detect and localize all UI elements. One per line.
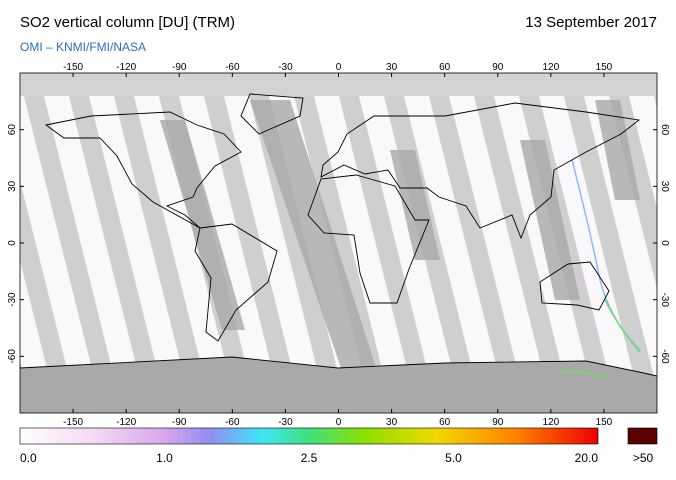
lon-tick-label: 60	[439, 417, 451, 428]
colorbar-label: 0.0	[20, 451, 37, 465]
overflow-label: >50	[633, 451, 654, 465]
antarctica	[20, 356, 657, 377]
lon-tick-label: -60	[225, 62, 240, 73]
dark-swath	[250, 100, 380, 380]
colorbar-overflow	[627, 427, 658, 445]
lon-tick-label: -90	[172, 62, 187, 73]
lon-tick-label: 60	[439, 62, 451, 73]
lon-tick-label: -150	[63, 417, 83, 428]
lon-tick-label: -150	[63, 62, 83, 73]
lon-tick-label: 90	[492, 62, 504, 73]
lon-tick-label: -90	[172, 417, 187, 428]
lon-tick-label: -120	[116, 62, 136, 73]
lon-tick-label: 30	[386, 417, 398, 428]
colorbar-label: 5.0	[445, 451, 462, 465]
colorbar-label: 2.5	[301, 451, 318, 465]
lat-tick-label: 0	[7, 240, 18, 246]
so2-trace	[559, 370, 611, 379]
dark-swath	[595, 100, 640, 200]
colorbar-label: 1.0	[156, 451, 173, 465]
lat-tick-label: -60	[659, 349, 670, 364]
north-america	[44, 111, 242, 229]
lon-tick-label: 120	[542, 62, 559, 73]
eurasia	[320, 102, 641, 240]
lat-tick-label: 30	[7, 180, 18, 192]
colorbar-label: 20.0	[575, 451, 599, 465]
lon-tick-label: 0	[336, 62, 342, 73]
lat-tick-label: 0	[659, 240, 670, 246]
lon-tick-label: 120	[542, 417, 559, 428]
dark-swath	[520, 140, 580, 300]
so2-trace	[604, 299, 641, 353]
lon-tick-label: -60	[225, 417, 240, 428]
lat-tick-label: -30	[659, 292, 670, 307]
title: SO2 vertical column [DU] (TRM)	[20, 14, 235, 31]
lat-tick-label: 60	[7, 124, 18, 136]
antarctica-fill	[20, 357, 657, 413]
south-america	[194, 223, 278, 342]
map	[20, 73, 657, 413]
lon-tick-label: -120	[116, 417, 136, 428]
date: 13 September 2017	[525, 14, 657, 31]
lon-tick-label: 90	[492, 417, 504, 428]
australia	[539, 261, 610, 311]
lat-tick-label: 60	[659, 124, 670, 136]
colorbar	[19, 427, 599, 445]
lon-tick-label: 150	[596, 62, 613, 73]
dark-swath	[390, 150, 440, 260]
lat-tick-label: -60	[7, 349, 18, 364]
lat-tick-label: -30	[7, 292, 18, 307]
africa	[307, 174, 430, 304]
lon-tick-label: -30	[278, 417, 293, 428]
lon-tick-label: 150	[596, 417, 613, 428]
dark-swath	[160, 120, 245, 330]
lon-tick-label: -30	[278, 62, 293, 73]
lat-tick-label: 30	[659, 181, 670, 193]
lon-tick-label: 0	[336, 417, 342, 428]
lon-tick-label: 30	[386, 62, 398, 73]
source: OMI – KNMI/FMI/NASA	[20, 40, 146, 54]
greenland	[240, 93, 304, 135]
